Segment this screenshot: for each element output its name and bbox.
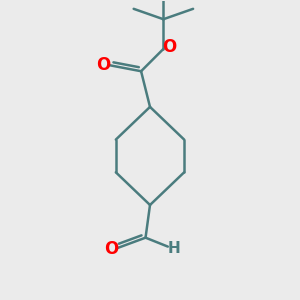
- Text: O: O: [96, 56, 110, 74]
- Text: H: H: [167, 241, 180, 256]
- Text: O: O: [103, 240, 118, 258]
- Text: O: O: [162, 38, 176, 56]
